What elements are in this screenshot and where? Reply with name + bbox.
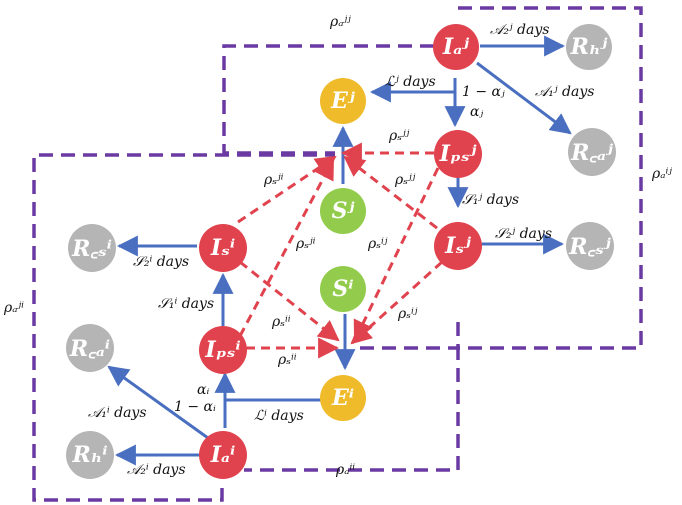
arrow-Iai-Rcai	[107, 365, 209, 440]
node-Is-j: Iₛʲ	[434, 222, 482, 270]
node-Rcs-j: R꜀ₛʲ	[566, 222, 614, 270]
label-S2-i: 𝒮₂ⁱ days	[133, 254, 190, 270]
region-j-border	[244, 6, 643, 472]
label-rho-s-ij-lower: ρₛⁱʲ	[398, 306, 418, 322]
node-Is-i: Iₛⁱ	[199, 224, 247, 272]
label-rho-s-ii-upper: ρₛⁱⁱ	[272, 314, 291, 330]
node-Rh-i: Rₕⁱ	[66, 431, 114, 479]
label-S1-j: 𝒮₁ʲ days	[462, 192, 519, 208]
label-rho-s-jj-lower: ρₛʲʲ	[395, 172, 416, 188]
label-A2-i: 𝒜₂ⁱ days	[127, 462, 186, 478]
label-one-minus-alpha-j: 1 − αⱼ	[462, 84, 505, 100]
label-rho-s-ji-mid: ρₛʲⁱ	[296, 236, 316, 252]
label-rho-s-ij-mid: ρₛⁱʲ	[368, 236, 388, 252]
label-rho-a-ii: ρₐⁱⁱ	[336, 462, 356, 478]
label-A1-j: 𝒜₁ʲ days	[535, 84, 595, 100]
node-Rca-i: R꜀ₐⁱ	[66, 324, 114, 372]
node-E-j: Eʲ	[320, 78, 366, 124]
node-Rcs-i: R꜀ₛⁱ	[68, 224, 116, 272]
region-i-border	[32, 153, 335, 502]
node-Ips-j: Iₚₛʲ	[434, 130, 482, 178]
node-Rh-j: Rₕʲ	[566, 24, 612, 70]
inf-Isi-Si	[239, 260, 340, 342]
label-L-j: ℒʲ days	[385, 74, 436, 90]
label-A1-i: 𝒜₁ⁱ days	[88, 405, 147, 421]
node-S-j: Sʲ	[320, 188, 366, 234]
inf-Ipsj-Si	[353, 167, 440, 342]
label-alpha-j: αⱼ	[470, 104, 484, 120]
arrow-Iaj-Rcaj	[476, 61, 572, 135]
label-S2-j: 𝒮₂ʲ days	[495, 226, 552, 242]
region-i-inner-border	[355, 322, 460, 350]
node-Ia-j: Iₐʲ	[433, 24, 479, 70]
label-rho-a-ji: ρₐʲⁱ	[4, 300, 25, 316]
label-rho-s-jj: ρₛʲʲ	[389, 128, 410, 144]
label-rho-s-ii-lower: ρₛⁱⁱ	[278, 352, 297, 368]
node-Ia-i: Iₐⁱ	[199, 431, 247, 479]
node-Rca-j: R꜀ₐʲ	[568, 128, 616, 176]
label-rho-s-ji-upper: ρₛʲⁱ	[264, 172, 284, 188]
inf-Isj-Si	[350, 260, 444, 345]
node-Ips-i: Iₚₛⁱ	[199, 326, 247, 374]
label-S1-i: 𝒮₁ⁱ days	[158, 296, 215, 312]
label-one-minus-alpha-i: 1 − αᵢ	[174, 399, 216, 415]
node-S-i: Sⁱ	[320, 266, 366, 312]
label-rho-a-jj: ρₐʲʲ	[330, 14, 351, 30]
label-L-i: ℒⁱ days	[254, 408, 304, 424]
inf-Isj-Sj	[343, 155, 438, 230]
label-A2-j: 𝒜₂ʲ days	[490, 22, 550, 38]
inf-Ipsi-Sj	[238, 158, 335, 337]
label-alpha-i: αᵢ	[197, 382, 210, 398]
label-rho-a-ij: ρₐⁱʲ	[652, 166, 673, 182]
node-E-i: Eⁱ	[320, 375, 366, 421]
